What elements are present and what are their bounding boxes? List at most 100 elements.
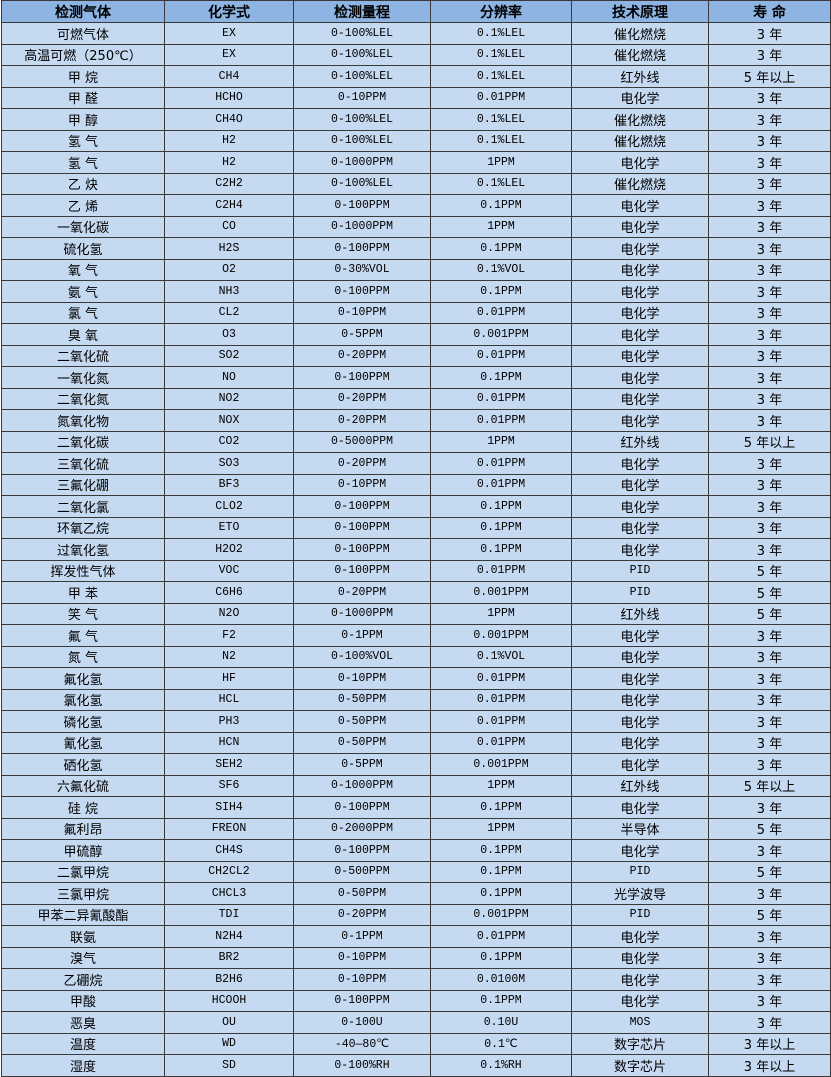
cell-lifetime: 3 年	[708, 172, 831, 195]
cell-resolution: 0.1PPM	[430, 237, 572, 260]
cell-lifetime: 3 年	[708, 796, 831, 819]
cell-formula: SO3	[164, 452, 294, 475]
cell-principle: 催化燃烧	[571, 43, 709, 66]
cell-lifetime: 3 年	[708, 280, 831, 303]
cell-range: 0-100PPM	[293, 366, 431, 389]
cell-resolution: 1PPM	[430, 215, 572, 238]
cell-lifetime: 3 年	[708, 989, 831, 1012]
cell-range: 0-100U	[293, 1011, 431, 1034]
cell-range: 0-10PPM	[293, 301, 431, 324]
cell-formula: F2	[164, 624, 294, 647]
cell-range: 0-20PPM	[293, 581, 431, 604]
cell-resolution: 0.1%LEL	[430, 108, 572, 131]
cell-lifetime: 5 年	[708, 860, 831, 883]
cell-formula: WD	[164, 1032, 294, 1055]
cell-formula: ETO	[164, 516, 294, 539]
cell-lifetime: 3 年	[708, 645, 831, 668]
cell-resolution: 0.01PPM	[430, 559, 572, 582]
cell-formula: SIH4	[164, 796, 294, 819]
cell-gas: 氧 气	[1, 258, 165, 281]
cell-principle: PID	[571, 581, 709, 604]
cell-lifetime: 3 年	[708, 688, 831, 711]
cell-range: 0-100%RH	[293, 1054, 431, 1077]
cell-range: 0-100%LEL	[293, 129, 431, 152]
table-row: 三氯甲烷 CHCL3 0-50PPM 0.1PPM 光学波导 3 年	[1, 882, 831, 905]
cell-resolution: 1PPM	[430, 602, 572, 625]
cell-gas: 六氟化硫	[1, 774, 165, 797]
cell-principle: 电化学	[571, 237, 709, 260]
table-row: 氨 气 NH3 0-100PPM 0.1PPM 电化学 3 年	[1, 280, 831, 303]
cell-gas: 乙硼烷	[1, 968, 165, 991]
cell-principle: 电化学	[571, 495, 709, 518]
cell-formula: B2H6	[164, 968, 294, 991]
cell-lifetime: 3 年	[708, 452, 831, 475]
cell-range: 0-50PPM	[293, 710, 431, 733]
table-row: 高温可燃（250℃） EX 0-100%LEL 0.1%LEL 催化燃烧 3 年	[1, 43, 831, 66]
cell-lifetime: 3 年	[708, 258, 831, 281]
cell-formula: EX	[164, 22, 294, 45]
header-gas: 检测气体	[1, 0, 165, 23]
cell-gas: 可燃气体	[1, 22, 165, 45]
cell-formula: EX	[164, 43, 294, 66]
table-row: 甲 醇 CH4O 0-100%LEL 0.1%LEL 催化燃烧 3 年	[1, 108, 831, 131]
cell-principle: 电化学	[571, 645, 709, 668]
table-row: 氟化氢 HF 0-10PPM 0.01PPM 电化学 3 年	[1, 667, 831, 690]
cell-formula: FREON	[164, 817, 294, 840]
cell-principle: 催化燃烧	[571, 108, 709, 131]
cell-resolution: 0.1PPM	[430, 882, 572, 905]
cell-range: 0-100PPM	[293, 559, 431, 582]
cell-gas: 氢 气	[1, 151, 165, 174]
cell-gas: 氟 气	[1, 624, 165, 647]
cell-principle: 电化学	[571, 667, 709, 690]
cell-formula: CHCL3	[164, 882, 294, 905]
cell-resolution: 0.01PPM	[430, 688, 572, 711]
table-row: 挥发性气体 VOC 0-100PPM 0.01PPM PID 5 年	[1, 559, 831, 582]
cell-gas: 乙 烯	[1, 194, 165, 217]
header-resolution: 分辨率	[430, 0, 572, 23]
cell-gas: 甲苯二异氰酸酯	[1, 903, 165, 926]
table-row: 氰化氢 HCN 0-50PPM 0.01PPM 电化学 3 年	[1, 731, 831, 754]
cell-principle: MOS	[571, 1011, 709, 1034]
cell-resolution: 0.1PPM	[430, 366, 572, 389]
cell-principle: 电化学	[571, 151, 709, 174]
cell-gas: 联氨	[1, 925, 165, 948]
cell-formula: H2	[164, 129, 294, 152]
cell-range: 0-5000PPM	[293, 430, 431, 453]
cell-range: 0-100%LEL	[293, 22, 431, 45]
cell-resolution: 1PPM	[430, 817, 572, 840]
cell-resolution: 0.01PPM	[430, 667, 572, 690]
cell-principle: 电化学	[571, 968, 709, 991]
cell-lifetime: 3 年	[708, 323, 831, 346]
cell-range: 0-100%LEL	[293, 43, 431, 66]
cell-principle: 电化学	[571, 323, 709, 346]
cell-lifetime: 5 年	[708, 817, 831, 840]
cell-range: 0-20PPM	[293, 452, 431, 475]
header-formula: 化学式	[164, 0, 294, 23]
cell-principle: 电化学	[571, 516, 709, 539]
cell-formula: HCL	[164, 688, 294, 711]
cell-resolution: 0.01PPM	[430, 344, 572, 367]
cell-gas: 三氯甲烷	[1, 882, 165, 905]
table-row: 氢 气 H2 0-1000PPM 1PPM 电化学 3 年	[1, 151, 831, 174]
cell-resolution: 0.1%LEL	[430, 43, 572, 66]
table-row: 氧 气 O2 0-30%VOL 0.1%VOL 电化学 3 年	[1, 258, 831, 281]
cell-formula: BR2	[164, 946, 294, 969]
cell-gas: 二氯甲烷	[1, 860, 165, 883]
cell-range: 0-100PPM	[293, 839, 431, 862]
cell-resolution: 0.1PPM	[430, 194, 572, 217]
table-row: 二氧化碳 CO2 0-5000PPM 1PPM 红外线 5 年以上	[1, 430, 831, 453]
cell-lifetime: 3 年	[708, 215, 831, 238]
cell-resolution: 1PPM	[430, 151, 572, 174]
cell-lifetime: 3 年	[708, 839, 831, 862]
cell-principle: 电化学	[571, 624, 709, 647]
table-row: 乙硼烷 B2H6 0-10PPM 0.0100M 电化学 3 年	[1, 968, 831, 991]
table-row: 硅 烷 SIH4 0-100PPM 0.1PPM 电化学 3 年	[1, 796, 831, 819]
cell-resolution: 0.0100M	[430, 968, 572, 991]
cell-formula: CO	[164, 215, 294, 238]
cell-range: -40—80℃	[293, 1032, 431, 1055]
table-row: 甲 醛 HCHO 0-10PPM 0.01PPM 电化学 3 年	[1, 86, 831, 109]
table-row: 温度 WD -40—80℃ 0.1℃ 数字芯片 3 年以上	[1, 1032, 831, 1055]
cell-lifetime: 3 年	[708, 366, 831, 389]
cell-lifetime: 3 年	[708, 151, 831, 174]
